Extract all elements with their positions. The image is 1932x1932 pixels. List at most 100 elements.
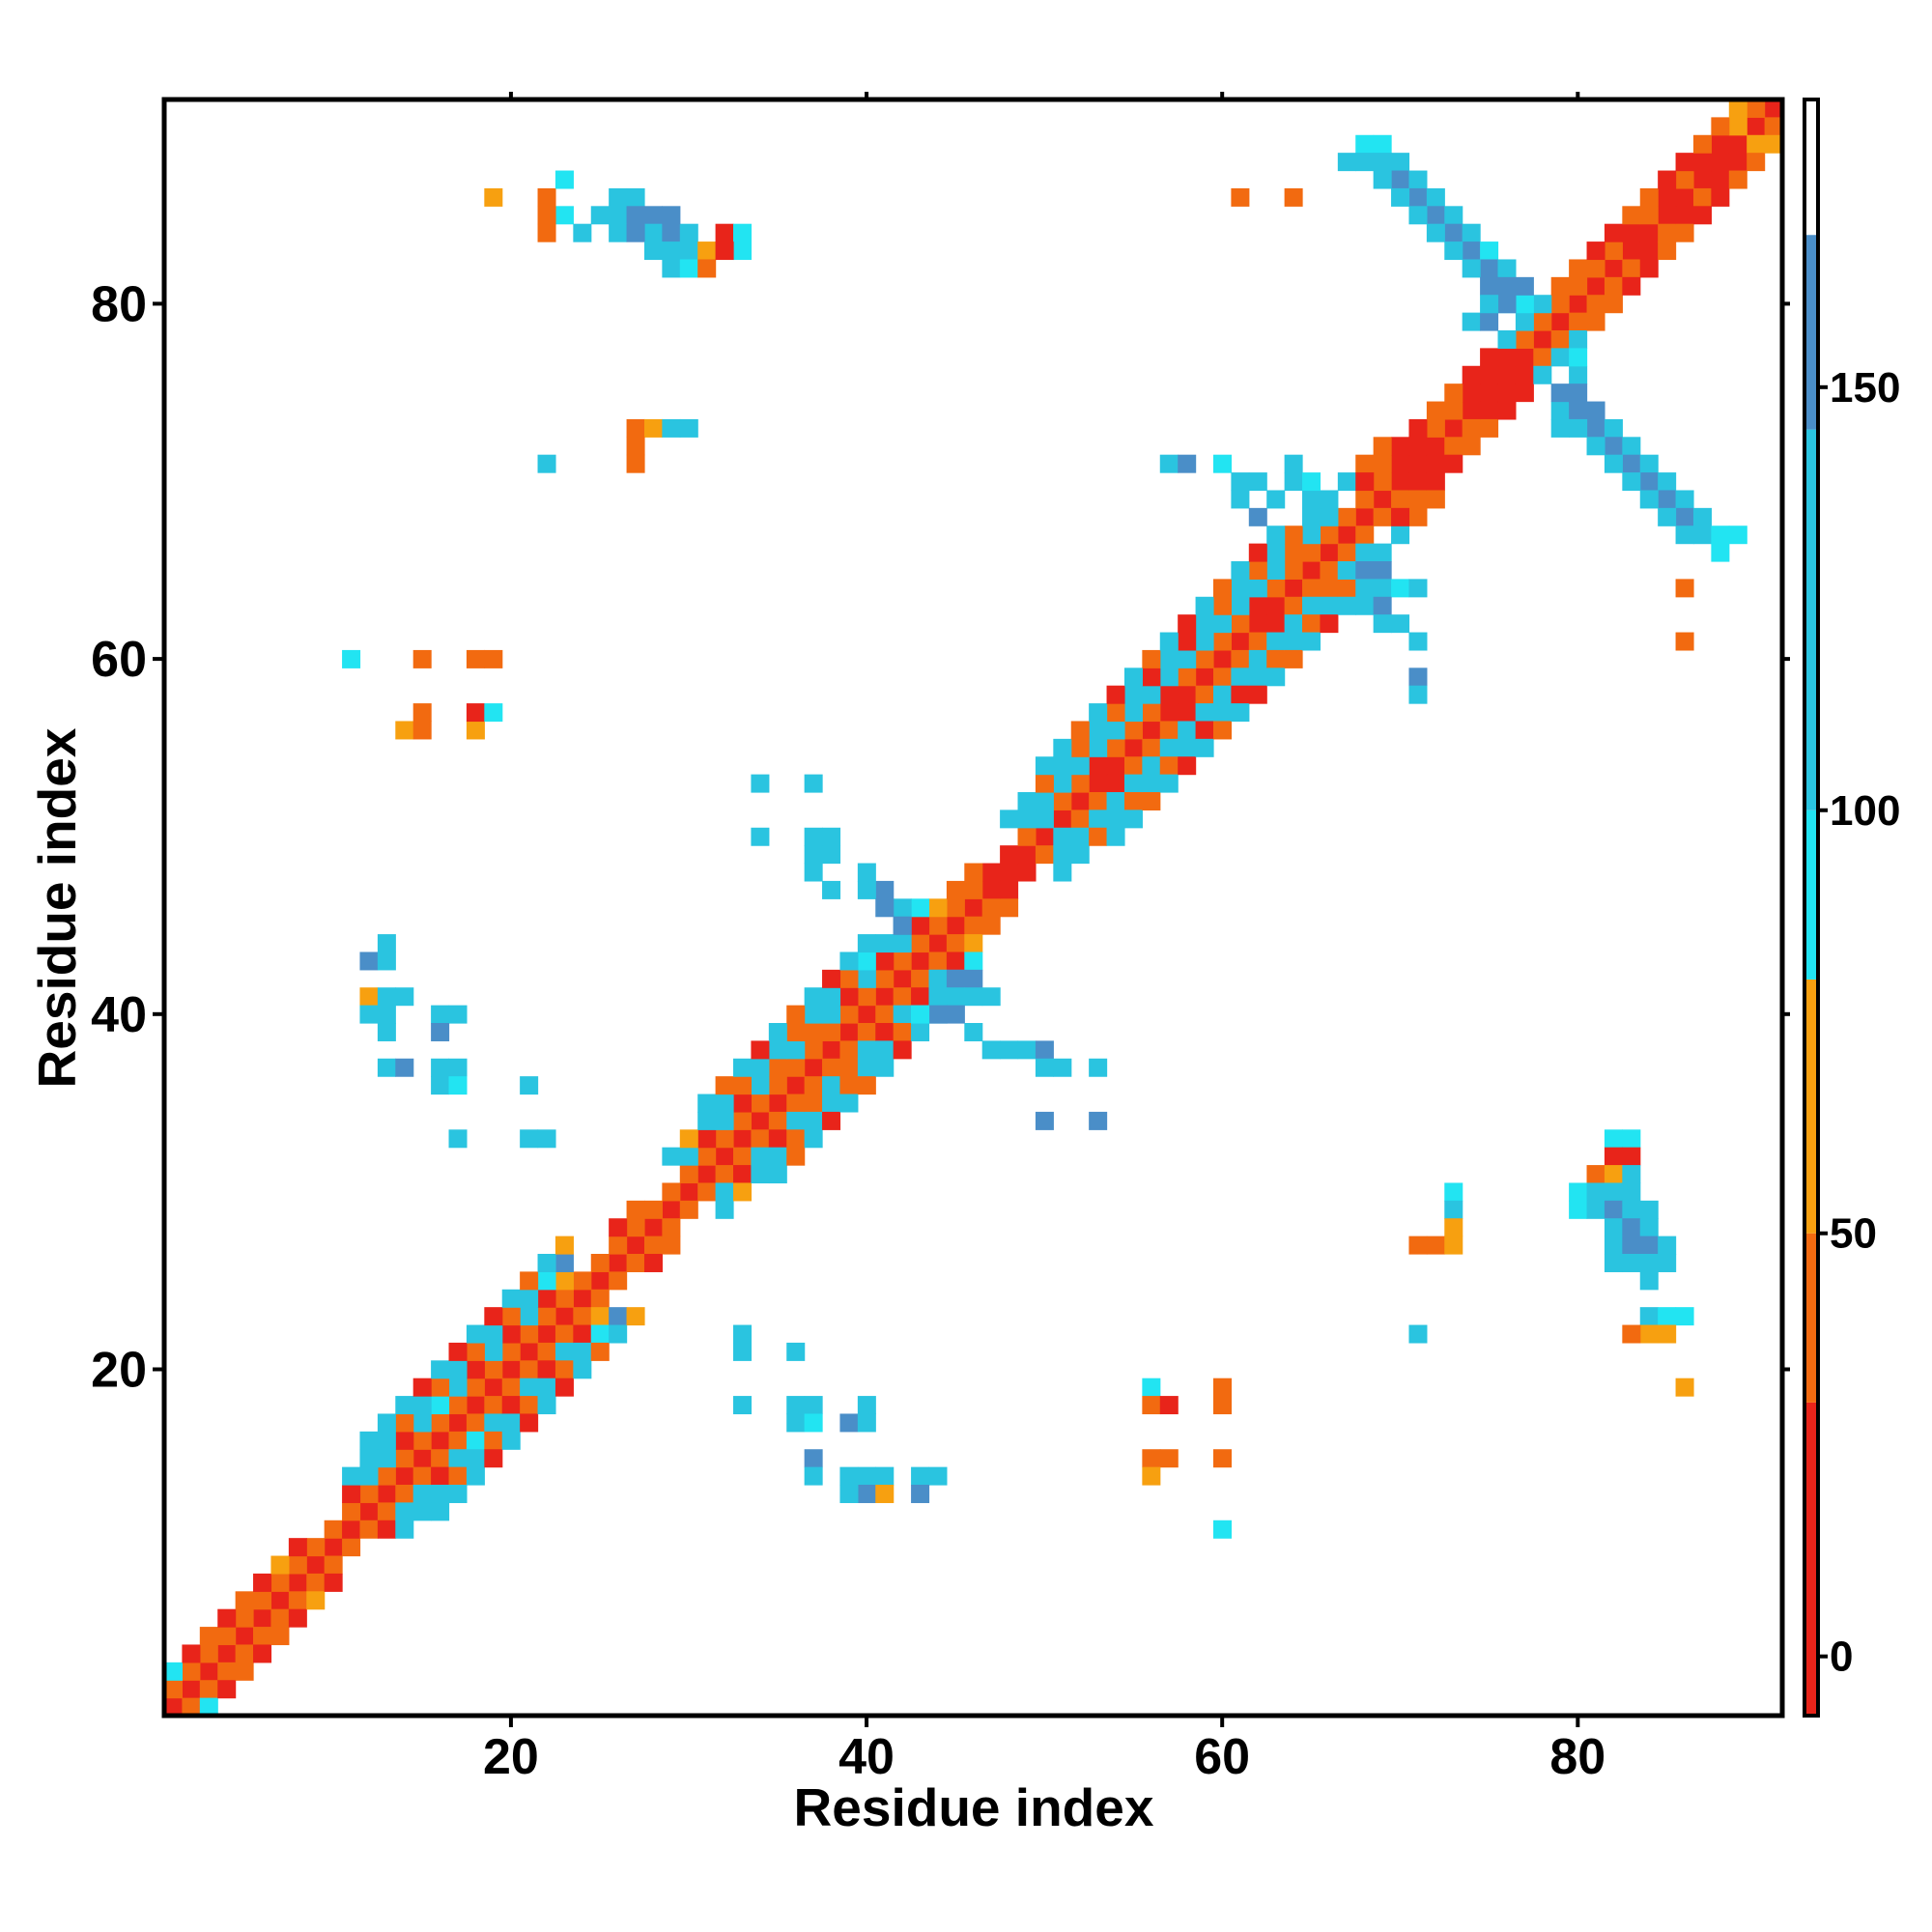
heatmap-cell [875, 1040, 895, 1060]
heatmap-cell [1692, 206, 1712, 225]
heatmap-cell [981, 987, 1001, 1007]
heatmap-cell [253, 1627, 272, 1646]
heatmap-cell [1391, 472, 1410, 492]
heatmap-cell [1373, 561, 1392, 580]
heatmap-cell [1302, 507, 1321, 526]
heatmap-cell [1569, 312, 1588, 331]
heatmap-cell [1070, 774, 1090, 793]
heatmap-cell [1622, 259, 1641, 278]
heatmap-cell [1053, 1058, 1072, 1077]
heatmap-cell [1337, 153, 1356, 172]
heatmap-cell [182, 1644, 201, 1663]
heatmap-cell [253, 1591, 272, 1610]
heatmap-cell [1212, 703, 1232, 723]
heatmap-cell [1426, 187, 1445, 207]
heatmap-cell [1622, 1129, 1641, 1149]
heatmap-cell [1231, 490, 1250, 509]
heatmap-cell [1639, 454, 1659, 473]
heatmap-cell [1248, 596, 1267, 615]
heatmap-cell [1159, 668, 1179, 687]
colorbar-segment [1806, 429, 1816, 810]
heatmap-cell [554, 1289, 574, 1308]
heatmap-cell [270, 1591, 290, 1610]
heatmap-cell [697, 1182, 717, 1202]
heatmap-cell [1284, 596, 1303, 615]
heatmap-cell [1337, 472, 1356, 492]
heatmap-cell [839, 952, 859, 971]
heatmap-cell [537, 1129, 556, 1149]
x-tick-label: 60 [1194, 1729, 1250, 1785]
heatmap-cell [946, 969, 965, 988]
heatmap-cell [342, 1466, 361, 1486]
heatmap-cell [1053, 827, 1072, 846]
heatmap-cell [1284, 632, 1303, 651]
heatmap-cell [1123, 774, 1143, 793]
heatmap-cell [1711, 170, 1730, 189]
heatmap-cell [431, 1466, 450, 1486]
heatmap-cell [911, 1485, 930, 1503]
heatmap-cell [697, 259, 717, 278]
heatmap-cell [839, 1466, 859, 1486]
colorbar-tick-label: 0 [1830, 1634, 1853, 1681]
heatmap-cell [1426, 1236, 1445, 1255]
heatmap-cell [554, 1342, 574, 1361]
heatmap-cell [1373, 490, 1392, 509]
heatmap-cell [733, 1111, 753, 1130]
heatmap-cell [964, 969, 983, 988]
heatmap-cell [1142, 1466, 1161, 1486]
heatmap-cell [911, 898, 930, 918]
heatmap-cell [1586, 242, 1605, 261]
heatmap-cell [626, 1218, 645, 1237]
heatmap-cell [626, 1254, 645, 1272]
heatmap-cell [1408, 685, 1428, 704]
heatmap-cell [182, 1680, 201, 1699]
heatmap-cell [768, 1076, 787, 1095]
heatmap-cell [466, 1360, 485, 1379]
heatmap-cell [786, 1094, 806, 1113]
heatmap-cell [928, 916, 948, 935]
heatmap-cell [1373, 153, 1392, 172]
heatmap-cell [733, 1165, 753, 1184]
heatmap-cell [1622, 454, 1641, 473]
heatmap-cell [1123, 756, 1143, 776]
heatmap-cell [1622, 276, 1641, 296]
heatmap-cell [1480, 348, 1499, 367]
heatmap-cell [1302, 596, 1321, 615]
heatmap-cell [1533, 330, 1552, 349]
heatmap-cell [964, 1023, 983, 1041]
heatmap-cell [1017, 863, 1037, 882]
heatmap-cell [1017, 845, 1037, 865]
y-tick-label: 60 [91, 632, 147, 688]
heatmap-cell [1373, 543, 1392, 562]
heatmap-cell [1373, 472, 1392, 492]
heatmap-cell [1337, 596, 1356, 615]
heatmap-cell [1212, 1378, 1232, 1397]
heatmap-cell [1142, 649, 1161, 668]
heatmap-cell [1604, 1147, 1623, 1166]
heatmap-cell [554, 206, 574, 225]
heatmap-cell [1604, 259, 1623, 278]
heatmap-cell [1248, 543, 1267, 562]
heatmap-cell [893, 898, 912, 918]
heatmap-cell [1053, 863, 1072, 882]
heatmap-cell [235, 1591, 254, 1610]
heatmap-cell [1089, 1111, 1108, 1130]
heatmap-cell [537, 1378, 556, 1397]
heatmap-cell [928, 969, 948, 988]
heatmap-cell [857, 1396, 876, 1415]
heatmap-cell [1070, 810, 1090, 829]
heatmap-cell [431, 1396, 450, 1415]
y-tick-label: 80 [91, 276, 147, 332]
heatmap-cell [359, 952, 379, 971]
heatmap-cell [412, 1378, 432, 1397]
heatmap-cell [928, 987, 948, 1007]
heatmap-cell [697, 1129, 717, 1149]
heatmap-cell [377, 1449, 396, 1468]
heatmap-cell [235, 1608, 254, 1628]
heatmap-cell [1017, 1040, 1037, 1060]
heatmap-cell [893, 952, 912, 971]
heatmap-cell [1142, 756, 1161, 776]
heatmap-cell [395, 1449, 414, 1468]
heatmap-cell [431, 1502, 450, 1521]
heatmap-cell [484, 1378, 503, 1397]
